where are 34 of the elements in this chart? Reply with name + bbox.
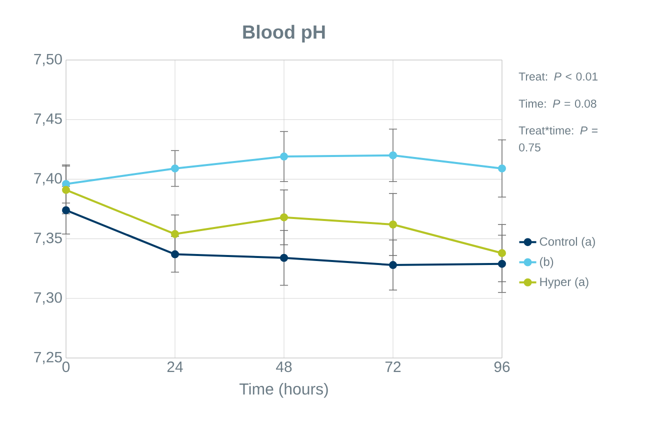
point [62, 206, 70, 214]
point [498, 249, 506, 258]
point [280, 213, 288, 222]
point [171, 230, 179, 238]
text: Time: P = 0.08 [518, 99, 596, 108]
y-tick-label: 7,50 [34, 54, 62, 66]
point [280, 254, 288, 262]
point [388, 220, 397, 228]
y-tick-label: 7,30 [34, 292, 62, 305]
point [280, 152, 288, 161]
point [171, 250, 179, 258]
y-tick-label: 7,35 [34, 232, 62, 245]
legend-label: (b) [540, 257, 554, 268]
y-tick-label: 7,40 [34, 173, 62, 186]
legend-label: Hyper (a) [540, 277, 588, 288]
x-tick-label: 48 [276, 362, 292, 372]
point [388, 151, 397, 160]
x-axis-title: Time (hours) [239, 382, 328, 398]
text: Treat: P < 0.01 [518, 72, 598, 81]
point [171, 164, 179, 172]
point [388, 261, 397, 270]
x-tick-label: 72 [385, 362, 401, 372]
x-tick-label: 0 [62, 362, 70, 372]
point [62, 180, 70, 188]
point [498, 164, 506, 172]
text: Treat*time: P = 0.75 [518, 126, 598, 152]
chart-title: Blood pH [243, 24, 325, 42]
x-tick-label: 24 [167, 362, 183, 372]
x-tick-label: 96 [494, 362, 510, 372]
y-tick-label: 7,45 [34, 114, 62, 126]
y-tick-label: 7,25 [34, 352, 62, 364]
point [62, 186, 70, 194]
legend-label: Control (a) [540, 237, 595, 248]
point [498, 260, 506, 268]
